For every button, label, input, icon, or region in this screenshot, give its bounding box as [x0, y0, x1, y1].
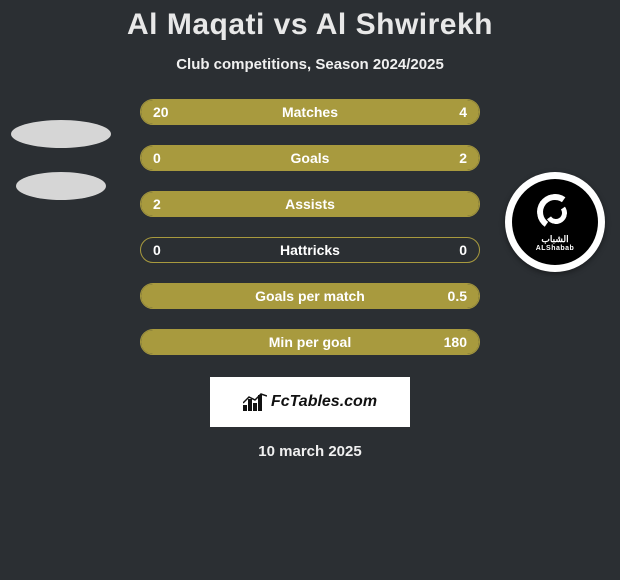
stat-label: Matches — [282, 104, 338, 120]
stat-value-right: 180 — [444, 334, 467, 350]
stat-value-right: 0.5 — [448, 288, 467, 304]
badge-english-text: ALShabab — [536, 245, 575, 252]
bar-chart-icon — [243, 393, 265, 411]
page-subtitle: Club competitions, Season 2024/2025 — [0, 56, 620, 73]
stat-label: Assists — [285, 196, 335, 212]
stat-label: Min per goal — [269, 334, 351, 350]
placeholder-ellipse-icon — [11, 120, 111, 148]
stat-bar-right — [423, 100, 479, 124]
stats-rows: Matches204Goals02Assists2Hattricks00Goal… — [140, 99, 480, 355]
stat-row: Hattricks 0 0 — [140, 237, 480, 263]
date-text: 10 march 2025 — [0, 443, 620, 460]
stat-value-left: 0 — [153, 150, 161, 166]
stat-value-left: 2 — [153, 196, 161, 212]
stat-row: Assists 2 — [140, 191, 480, 217]
team-left-logo — [8, 112, 113, 202]
stat-row: Min per goal 180 — [140, 329, 480, 355]
stat-label: Goals per match — [255, 288, 365, 304]
stat-value-left: 0 — [153, 242, 161, 258]
stat-value-left: 20 — [153, 104, 169, 120]
brand-text: FcTables.com — [271, 393, 377, 411]
line-chart-icon — [243, 393, 267, 405]
brand-box: FcTables.com — [210, 377, 410, 427]
stat-row: Goals per match 0.5 — [140, 283, 480, 309]
page-title: Al Maqati vs Al Shwirekh — [0, 8, 620, 42]
placeholder-ellipse-icon — [16, 172, 106, 200]
stat-row: Matches 20 4 — [140, 99, 480, 125]
stat-row: Goals 0 2 — [140, 145, 480, 171]
swirl-icon — [535, 192, 575, 232]
stat-label: Goals — [291, 150, 330, 166]
badge-arabic-text: الشباب — [541, 234, 568, 245]
team-right-logo: الشباب ALShabab — [505, 172, 610, 262]
stat-value-right: 2 — [459, 150, 467, 166]
stat-label: Hattricks — [280, 242, 340, 258]
stat-value-right: 0 — [459, 242, 467, 258]
stat-value-right: 4 — [459, 104, 467, 120]
club-badge: الشباب ALShabab — [505, 172, 605, 272]
